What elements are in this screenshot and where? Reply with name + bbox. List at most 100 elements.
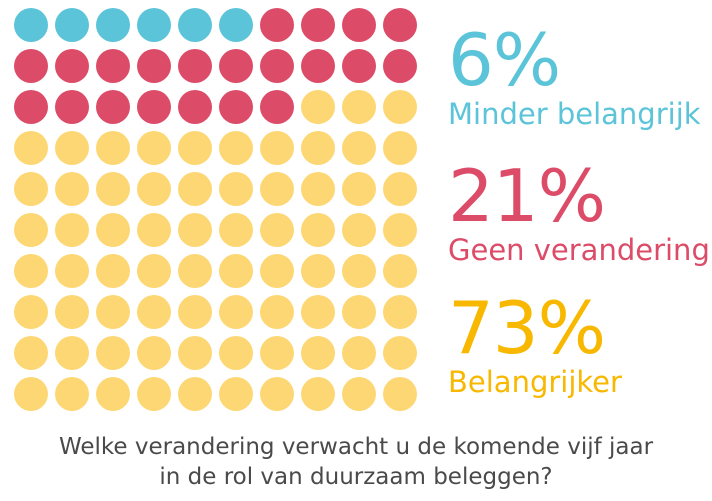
waffle-dot [96, 377, 130, 411]
waffle-dot [383, 336, 417, 370]
waffle-dot [383, 295, 417, 329]
waffle-dot [383, 49, 417, 83]
waffle-dot [178, 295, 212, 329]
waffle-dot [178, 131, 212, 165]
waffle-dot [219, 254, 253, 288]
waffle-dot [383, 172, 417, 206]
waffle-dot [178, 90, 212, 124]
waffle-dot [383, 254, 417, 288]
waffle-dot [260, 131, 294, 165]
waffle-dot [342, 131, 376, 165]
waffle-dot [383, 131, 417, 165]
waffle-dot [219, 377, 253, 411]
waffle-dot [383, 377, 417, 411]
waffle-dot [137, 49, 171, 83]
stat-value: 6% [448, 18, 561, 102]
waffle-dot [14, 295, 48, 329]
stat-value: 21% [448, 154, 606, 238]
waffle-dot [301, 90, 335, 124]
waffle-dot [55, 90, 89, 124]
waffle-dot [260, 377, 294, 411]
stat-label: Geen verandering [448, 233, 710, 267]
waffle-dot [96, 90, 130, 124]
waffle-dot [342, 377, 376, 411]
waffle-dot [301, 295, 335, 329]
waffle-dot [137, 172, 171, 206]
waffle-dot [342, 90, 376, 124]
waffle-dot [301, 131, 335, 165]
waffle-dot [96, 172, 130, 206]
waffle-dot [260, 90, 294, 124]
waffle-dot [14, 254, 48, 288]
waffle-dot [301, 49, 335, 83]
waffle-dot [383, 90, 417, 124]
question-line: Welke verandering verwacht u de komende … [58, 434, 654, 460]
waffle-dot [342, 295, 376, 329]
waffle-dot [55, 295, 89, 329]
waffle-dot [219, 213, 253, 247]
waffle-dot [137, 336, 171, 370]
waffle-dot [14, 336, 48, 370]
stat-label: Belangrijker [448, 365, 622, 399]
waffle-dot [137, 131, 171, 165]
waffle-dot [301, 213, 335, 247]
waffle-dot [137, 377, 171, 411]
waffle-dot [301, 254, 335, 288]
waffle-dot [137, 213, 171, 247]
waffle-dot [178, 49, 212, 83]
waffle-dot [178, 8, 212, 42]
waffle-dot [55, 172, 89, 206]
waffle-dot [96, 8, 130, 42]
waffle-dot [55, 49, 89, 83]
waffle-dot [14, 49, 48, 83]
waffle-dot [55, 131, 89, 165]
stat-minder-belangrijk: 6% Minder belangrijk [448, 24, 701, 130]
waffle-dot [137, 8, 171, 42]
waffle-dot [219, 8, 253, 42]
waffle-dot [55, 213, 89, 247]
stat-belangrijker: 73% Belangrijker [448, 292, 622, 398]
waffle-dot [219, 172, 253, 206]
waffle-dot [342, 254, 376, 288]
waffle-dot [137, 90, 171, 124]
waffle-dot [178, 336, 212, 370]
waffle-dot [96, 131, 130, 165]
question-line: in de rol van duurzaam beleggen? [159, 464, 553, 490]
waffle-dot [55, 377, 89, 411]
waffle-chart [14, 8, 417, 411]
waffle-dot [260, 254, 294, 288]
waffle-dot [137, 295, 171, 329]
waffle-dot [260, 295, 294, 329]
waffle-dot [383, 8, 417, 42]
waffle-dot [301, 336, 335, 370]
waffle-dot [342, 49, 376, 83]
waffle-dot [219, 336, 253, 370]
waffle-dot [14, 8, 48, 42]
waffle-dot [178, 213, 212, 247]
chart-question: Welke verandering verwacht u de komende … [0, 432, 712, 492]
stat-geen-verandering: 21% Geen verandering [448, 160, 710, 266]
waffle-dot [55, 254, 89, 288]
waffle-dot [301, 172, 335, 206]
waffle-dot [383, 213, 417, 247]
waffle-dot [96, 295, 130, 329]
waffle-dot [342, 172, 376, 206]
waffle-dot [96, 49, 130, 83]
waffle-dot [342, 8, 376, 42]
waffle-dot [219, 90, 253, 124]
stat-label: Minder belangrijk [448, 97, 701, 131]
waffle-dot [260, 336, 294, 370]
waffle-dot [219, 131, 253, 165]
waffle-dot [301, 8, 335, 42]
waffle-dot [178, 172, 212, 206]
waffle-dot [96, 336, 130, 370]
waffle-dot [55, 336, 89, 370]
waffle-dot [260, 49, 294, 83]
waffle-dot [14, 213, 48, 247]
stat-value: 73% [448, 286, 606, 370]
waffle-dot [14, 131, 48, 165]
waffle-dot [260, 8, 294, 42]
waffle-dot [96, 213, 130, 247]
waffle-dot [55, 8, 89, 42]
waffle-dot [219, 295, 253, 329]
